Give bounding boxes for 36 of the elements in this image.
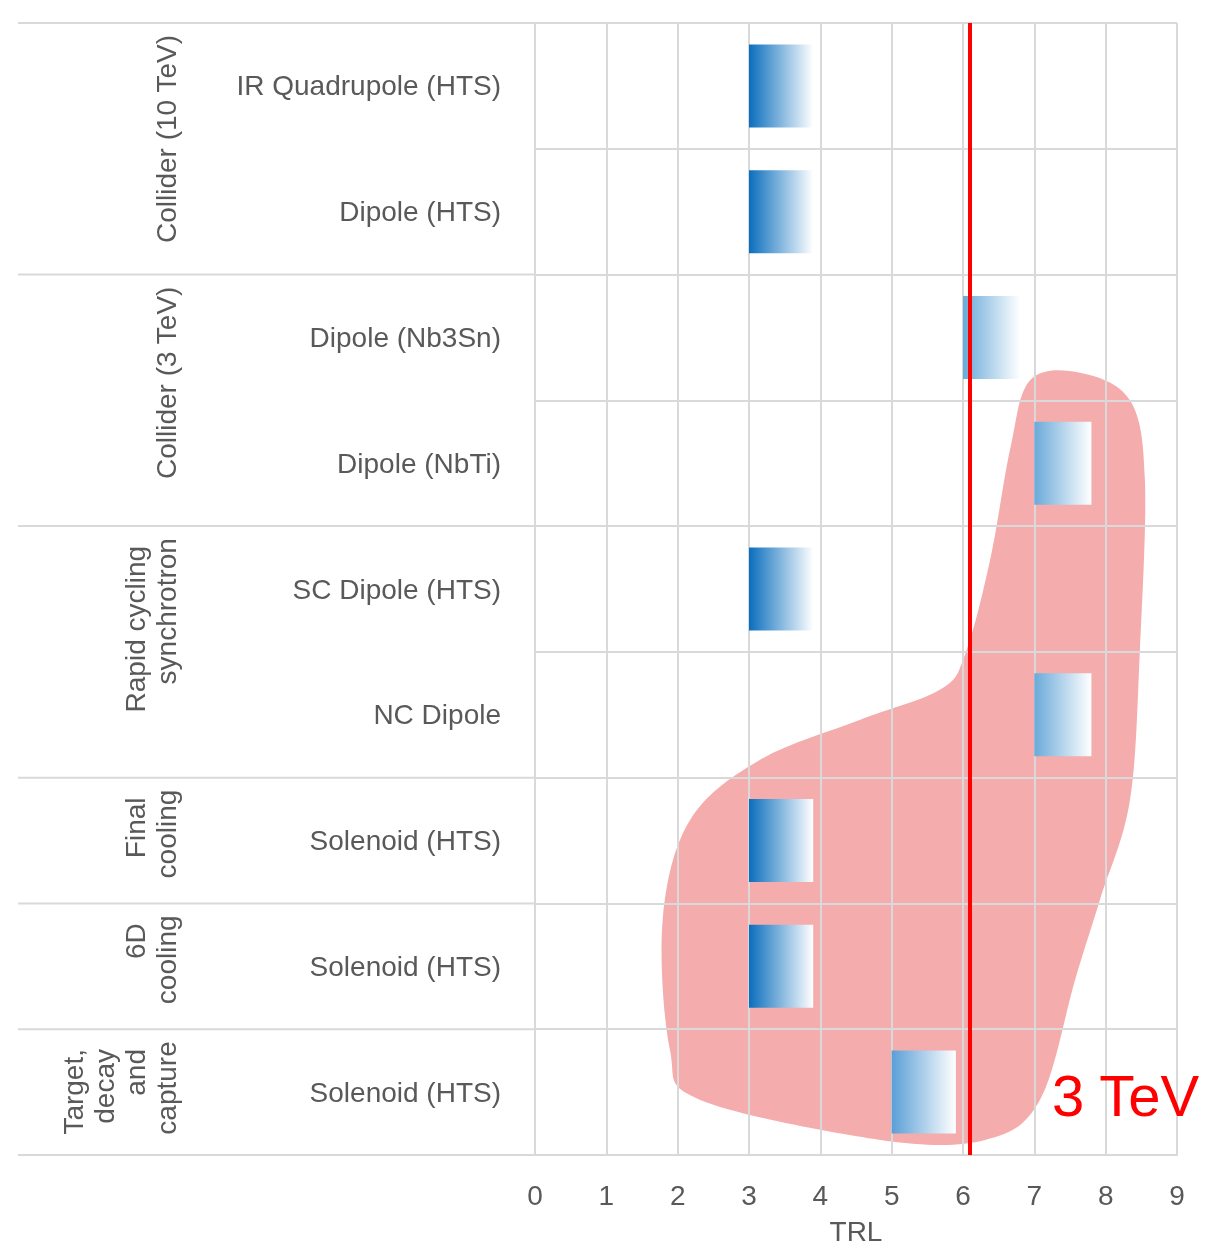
text: Rapid cycling synchrotron (120, 538, 182, 713)
y-tick-label: Dipole (NbTi) (337, 447, 501, 479)
x-tick-label: 3 (741, 1179, 757, 1211)
x-tick-label: 8 (1097, 1179, 1114, 1211)
y-tick-label: SC Dipole (HTS) (292, 573, 501, 605)
text: Target, decay and capture (58, 1041, 182, 1135)
bar (749, 170, 814, 254)
y-tick-label: Dipole (HTS) (339, 196, 501, 228)
x-tick-label: 5 (883, 1179, 900, 1211)
bar (749, 44, 814, 128)
y-tick-label: Solenoid (HTS) (309, 950, 501, 982)
bar (749, 924, 814, 1008)
y-tick-label: NC Dipole (373, 699, 501, 731)
x-tick-label: 7 (1026, 1179, 1043, 1211)
y-tick-label: Solenoid (HTS) (309, 825, 501, 857)
text: Final cooling (120, 789, 182, 879)
bar (1034, 673, 1092, 757)
y-tick-label: IR Quadrupole (HTS) (236, 70, 501, 102)
y-tick-label: Solenoid (HTS) (309, 1076, 501, 1108)
y-tick-label: Dipole (Nb3Sn) (309, 321, 501, 353)
x-tick-label: 0 (527, 1179, 543, 1211)
annotation: 3 TeV (1052, 1062, 1200, 1128)
x-axis-title: TRL (829, 1215, 883, 1247)
x-tick-label: 4 (812, 1179, 829, 1211)
bar (891, 1050, 956, 1134)
text: Collider (10 TeV) (151, 35, 182, 244)
bar (749, 799, 814, 883)
text: 6D cooling (120, 915, 182, 1005)
text: Collider (3 TeV) (151, 286, 182, 480)
x-tick-label: 2 (669, 1179, 686, 1211)
x-tick-label: 1 (598, 1179, 615, 1211)
bar (963, 295, 1021, 379)
x-tick-label: 6 (955, 1179, 971, 1211)
bar (1034, 421, 1092, 505)
x-tick-label: 9 (1169, 1179, 1185, 1211)
bar (749, 547, 814, 631)
